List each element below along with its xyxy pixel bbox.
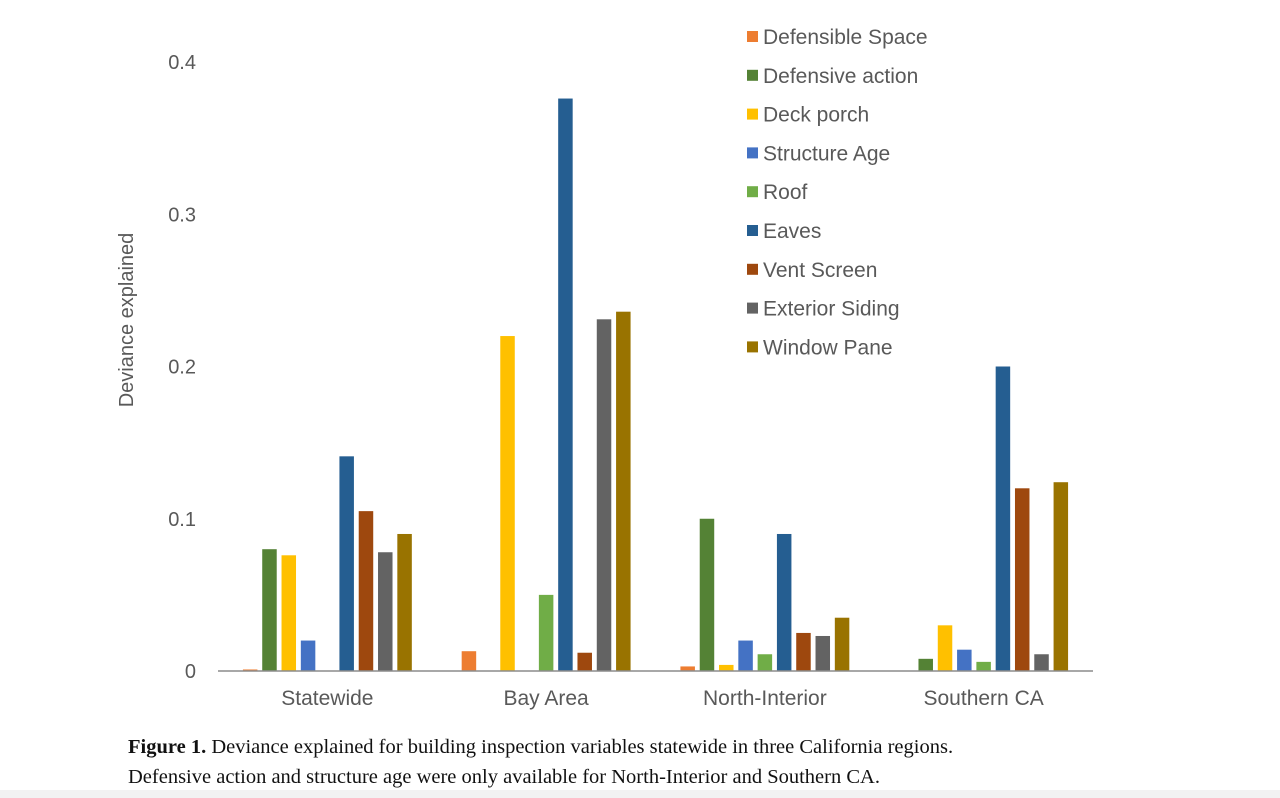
- legend-swatch: [747, 302, 758, 314]
- y-tick-label: 0.3: [168, 204, 196, 226]
- bar: [616, 311, 631, 671]
- bar: [281, 555, 297, 671]
- chart: 0 0.1 0.2 0.3 0.4 Deviance explained Statewi…: [116, 26, 1093, 710]
- legend-label: Structure Age: [763, 142, 890, 165]
- x-tick-label: Statewide: [281, 687, 373, 710]
- legend: Defensible Space Defensive action Deck por…: [747, 26, 928, 359]
- x-axis-labels: Statewide Bay Area North-Interior Southern …: [281, 687, 1043, 710]
- legend-swatch: [747, 225, 758, 236]
- legend-swatch: [747, 186, 758, 198]
- bar: [776, 533, 792, 671]
- legend-swatch: [747, 108, 758, 120]
- bar: [1034, 654, 1049, 671]
- legend-swatch: [747, 31, 758, 42]
- legend-label: Roof: [763, 181, 808, 204]
- bar: [358, 511, 374, 671]
- bar: [397, 533, 412, 671]
- legend-swatch: [747, 69, 758, 81]
- bar: [461, 651, 477, 671]
- legend-swatch: [747, 341, 758, 353]
- bar: [538, 594, 554, 671]
- bars: [242, 98, 1069, 672]
- caption-line-1: Figure 1. Deviance explained for buildin…: [128, 732, 1208, 762]
- bar: [719, 664, 734, 671]
- bar: [918, 658, 933, 671]
- legend-label: Defensible Space: [763, 26, 928, 49]
- bar: [339, 456, 354, 671]
- bar: [577, 652, 592, 671]
- bar: [976, 661, 991, 671]
- y-tick-label: 0.1: [168, 509, 196, 531]
- bar: [242, 669, 258, 671]
- caption-label: Figure 1.: [128, 736, 207, 758]
- x-tick-label: Bay Area: [504, 687, 590, 710]
- bar: [957, 649, 972, 671]
- bar: [834, 617, 850, 671]
- x-tick-label: Southern CA: [924, 687, 1044, 710]
- legend-label: Defensive action: [763, 65, 918, 88]
- legend-swatch: [747, 147, 758, 159]
- bar: [378, 552, 393, 671]
- bar: [300, 640, 316, 671]
- bar: [815, 635, 831, 671]
- caption-text-1: Deviance explained for building inspecti…: [206, 736, 954, 758]
- legend-swatch: [747, 263, 758, 275]
- bar: [738, 640, 753, 671]
- legend-label: Exterior Siding: [763, 298, 900, 321]
- bar: [500, 336, 515, 671]
- y-tick-label: 0: [185, 661, 196, 683]
- bar: [995, 366, 1011, 671]
- bar: [937, 625, 953, 671]
- y-tick-label: 0.2: [168, 357, 196, 379]
- legend-label: Vent Screen: [763, 259, 877, 282]
- bar: [1014, 488, 1030, 671]
- figure-caption: Figure 1. Deviance explained for buildin…: [128, 732, 1208, 792]
- y-axis-title: Deviance explained: [116, 233, 138, 408]
- bar: [262, 549, 277, 671]
- bar: [796, 632, 811, 671]
- legend-label: Eaves: [763, 220, 821, 243]
- y-tick-label: 0.4: [168, 52, 196, 74]
- page-bottom-strip: [0, 790, 1280, 798]
- bar: [680, 666, 695, 671]
- bar: [699, 518, 715, 671]
- bar: [558, 98, 573, 672]
- legend-label: Window Pane: [763, 336, 893, 359]
- bar: [1053, 482, 1069, 671]
- bar: [757, 654, 773, 671]
- x-tick-label: North-Interior: [703, 687, 827, 710]
- caption-line-2: Defensive action and structure age were …: [128, 766, 880, 788]
- bar: [596, 319, 612, 671]
- y-axis-ticks: 0 0.1 0.2 0.3 0.4: [168, 52, 196, 683]
- legend-label: Deck porch: [763, 104, 869, 127]
